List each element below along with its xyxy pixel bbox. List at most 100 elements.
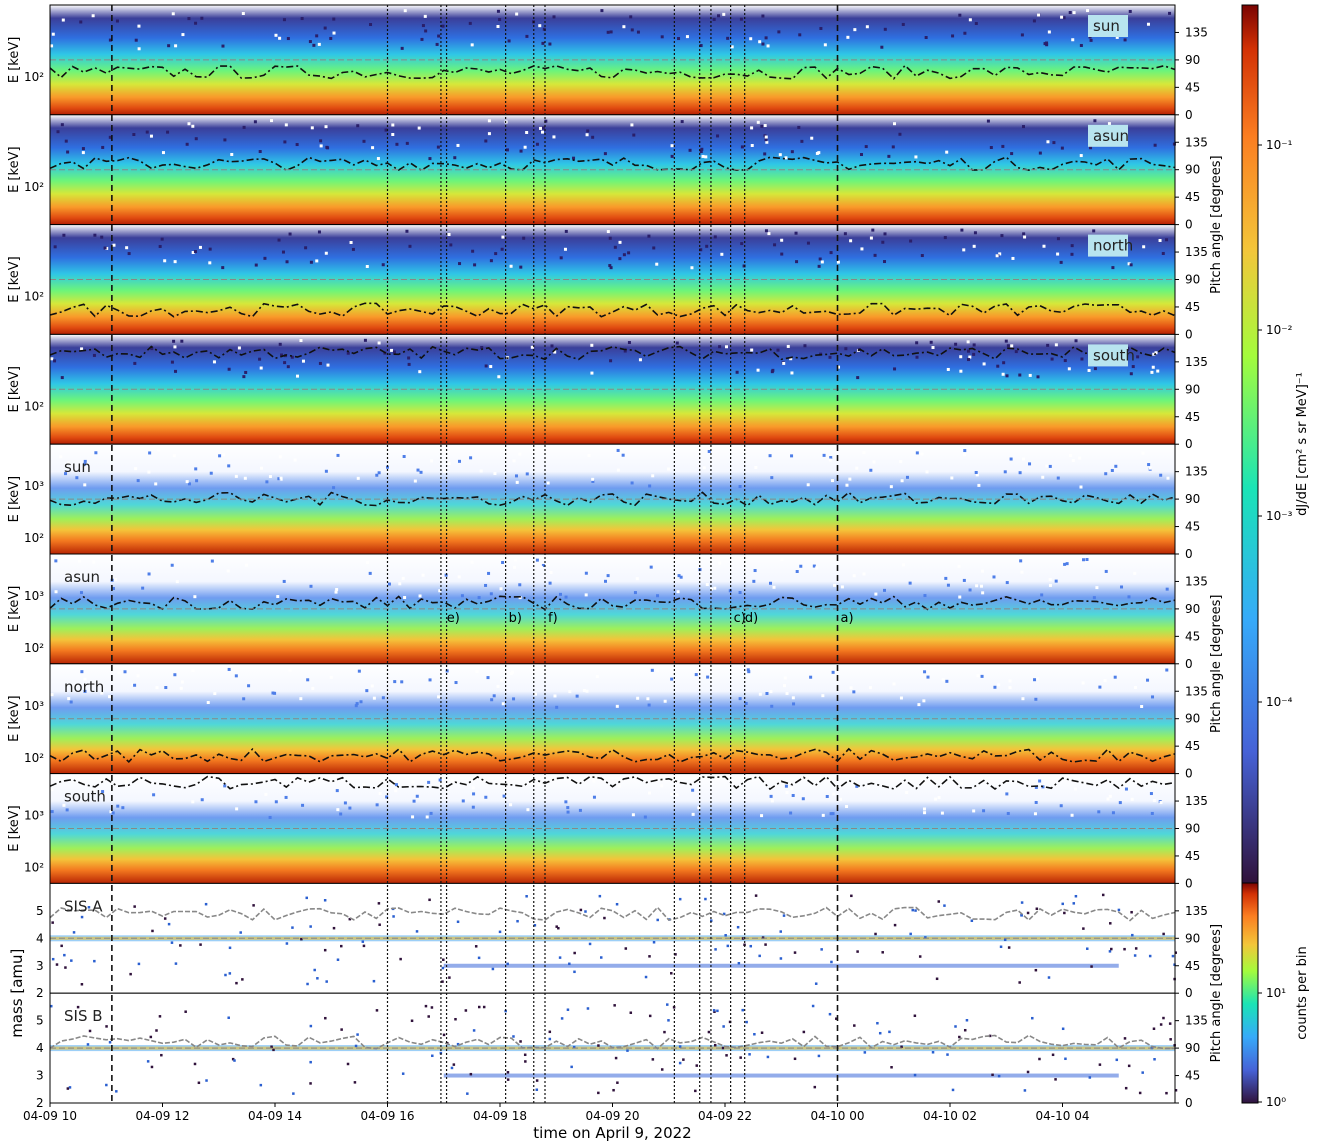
flux-speckle — [832, 792, 836, 796]
flux-speckle — [677, 574, 681, 578]
flux-speckle — [134, 38, 138, 42]
pa-tick-label: 0 — [1185, 657, 1193, 671]
count-dot — [672, 1006, 676, 1009]
count-dot — [970, 919, 974, 922]
flux-speckle — [50, 693, 54, 697]
energy-tick-label: 10³ — [24, 699, 44, 713]
pa-tick-label: 45 — [1185, 520, 1200, 534]
panel-tag: SIS B — [64, 1007, 103, 1025]
flux-speckle — [767, 232, 771, 236]
flux-speckle — [750, 143, 754, 147]
flux-speckle — [53, 359, 57, 363]
flux-speckle — [193, 250, 197, 254]
energy-axis-label: E [keV] — [7, 146, 22, 192]
flux-speckle — [242, 125, 246, 129]
count-dot — [450, 1066, 454, 1070]
flux-speckle — [362, 783, 366, 787]
flux-speckle — [1079, 485, 1083, 489]
flux-speckle — [844, 347, 848, 351]
pa-tick-label: 135 — [1185, 794, 1208, 808]
flux-speckle — [403, 596, 407, 600]
flux-speckle — [501, 702, 505, 706]
flux-speckle — [869, 236, 873, 240]
flux-speckle — [660, 35, 664, 39]
flux-speckle — [438, 589, 442, 593]
energy-axis-label: E [keV] — [7, 805, 22, 851]
flux-speckle — [679, 575, 683, 579]
flux-speckle — [1021, 697, 1025, 701]
flux-speckle — [699, 44, 703, 48]
flux-speckle — [198, 245, 202, 249]
flux-speckle — [515, 12, 519, 16]
count-dot — [1018, 981, 1021, 984]
pa-tick-label: 0 — [1185, 327, 1193, 341]
flux-speckle — [363, 338, 367, 342]
flux-speckle — [1118, 801, 1122, 805]
flux-speckle — [773, 243, 777, 247]
count-dot — [913, 1014, 917, 1018]
flux-speckle — [230, 152, 234, 156]
count-dot — [252, 904, 255, 907]
flux-speckle — [707, 449, 711, 453]
flux-speckle — [519, 265, 523, 269]
flux-speckle — [667, 467, 671, 471]
flux-speckle — [301, 359, 305, 363]
flux-speckle — [1022, 232, 1026, 236]
count-dot — [1063, 911, 1066, 915]
flux-speckle — [680, 120, 684, 124]
flux-speckle — [276, 595, 280, 599]
flux-speckle — [889, 485, 893, 489]
flux-speckle — [1089, 38, 1093, 42]
flux-speckle — [647, 234, 651, 238]
flux-speckle — [1041, 475, 1045, 479]
count-dot — [991, 1073, 994, 1077]
flux-speckle — [194, 137, 198, 141]
energy-tick-label: 10² — [24, 70, 44, 84]
flux-speckle — [522, 236, 526, 240]
flux-speckle — [221, 266, 225, 270]
flux-speckle — [227, 464, 231, 468]
flux-speckle — [622, 25, 626, 29]
energy-axis-label: E [keV] — [7, 366, 22, 412]
count-dot — [1088, 1076, 1092, 1079]
pitch-angle-curve — [49, 595, 1176, 611]
pa-tick-label: 135 — [1185, 574, 1208, 588]
flux-speckle — [1104, 569, 1108, 573]
count-dot — [753, 1033, 756, 1036]
count-dot — [332, 926, 336, 930]
flux-speckle — [494, 252, 498, 256]
flux-speckle — [81, 151, 85, 155]
flux-speckle — [777, 30, 781, 34]
flux-speckle — [542, 27, 546, 31]
flux-speckle — [735, 370, 739, 374]
flux-speckle — [69, 700, 73, 704]
count-dot — [1054, 1078, 1057, 1081]
flux-speckle — [393, 680, 397, 684]
x-tick-label: 04-09 16 — [361, 1109, 415, 1123]
pitch-angle-curve — [49, 906, 1176, 922]
count-dot — [362, 944, 366, 948]
x-tick-label: 04-09 22 — [698, 1109, 752, 1123]
flux-speckle — [722, 12, 726, 16]
flux-speckle — [315, 259, 319, 263]
flux-speckle — [206, 701, 210, 705]
flux-speckle — [609, 30, 613, 34]
flux-speckle — [1089, 146, 1093, 150]
flux-speckle — [484, 583, 488, 587]
flux-speckle — [499, 587, 503, 591]
flux-speckle — [713, 235, 717, 239]
flux-speckle — [761, 42, 765, 46]
flux-speckle — [284, 123, 288, 127]
flux-speckle — [486, 676, 490, 680]
mass-band-3 — [443, 963, 1119, 968]
count-dot — [656, 918, 659, 922]
flux-speckle — [764, 229, 768, 233]
flux-speckle — [500, 678, 504, 682]
count-dot — [469, 1072, 473, 1076]
flux-speckle — [191, 669, 195, 673]
flux-speckle — [618, 257, 622, 261]
count-dot — [231, 1057, 235, 1061]
count-dot — [1171, 954, 1175, 958]
count-dot — [1082, 927, 1085, 930]
